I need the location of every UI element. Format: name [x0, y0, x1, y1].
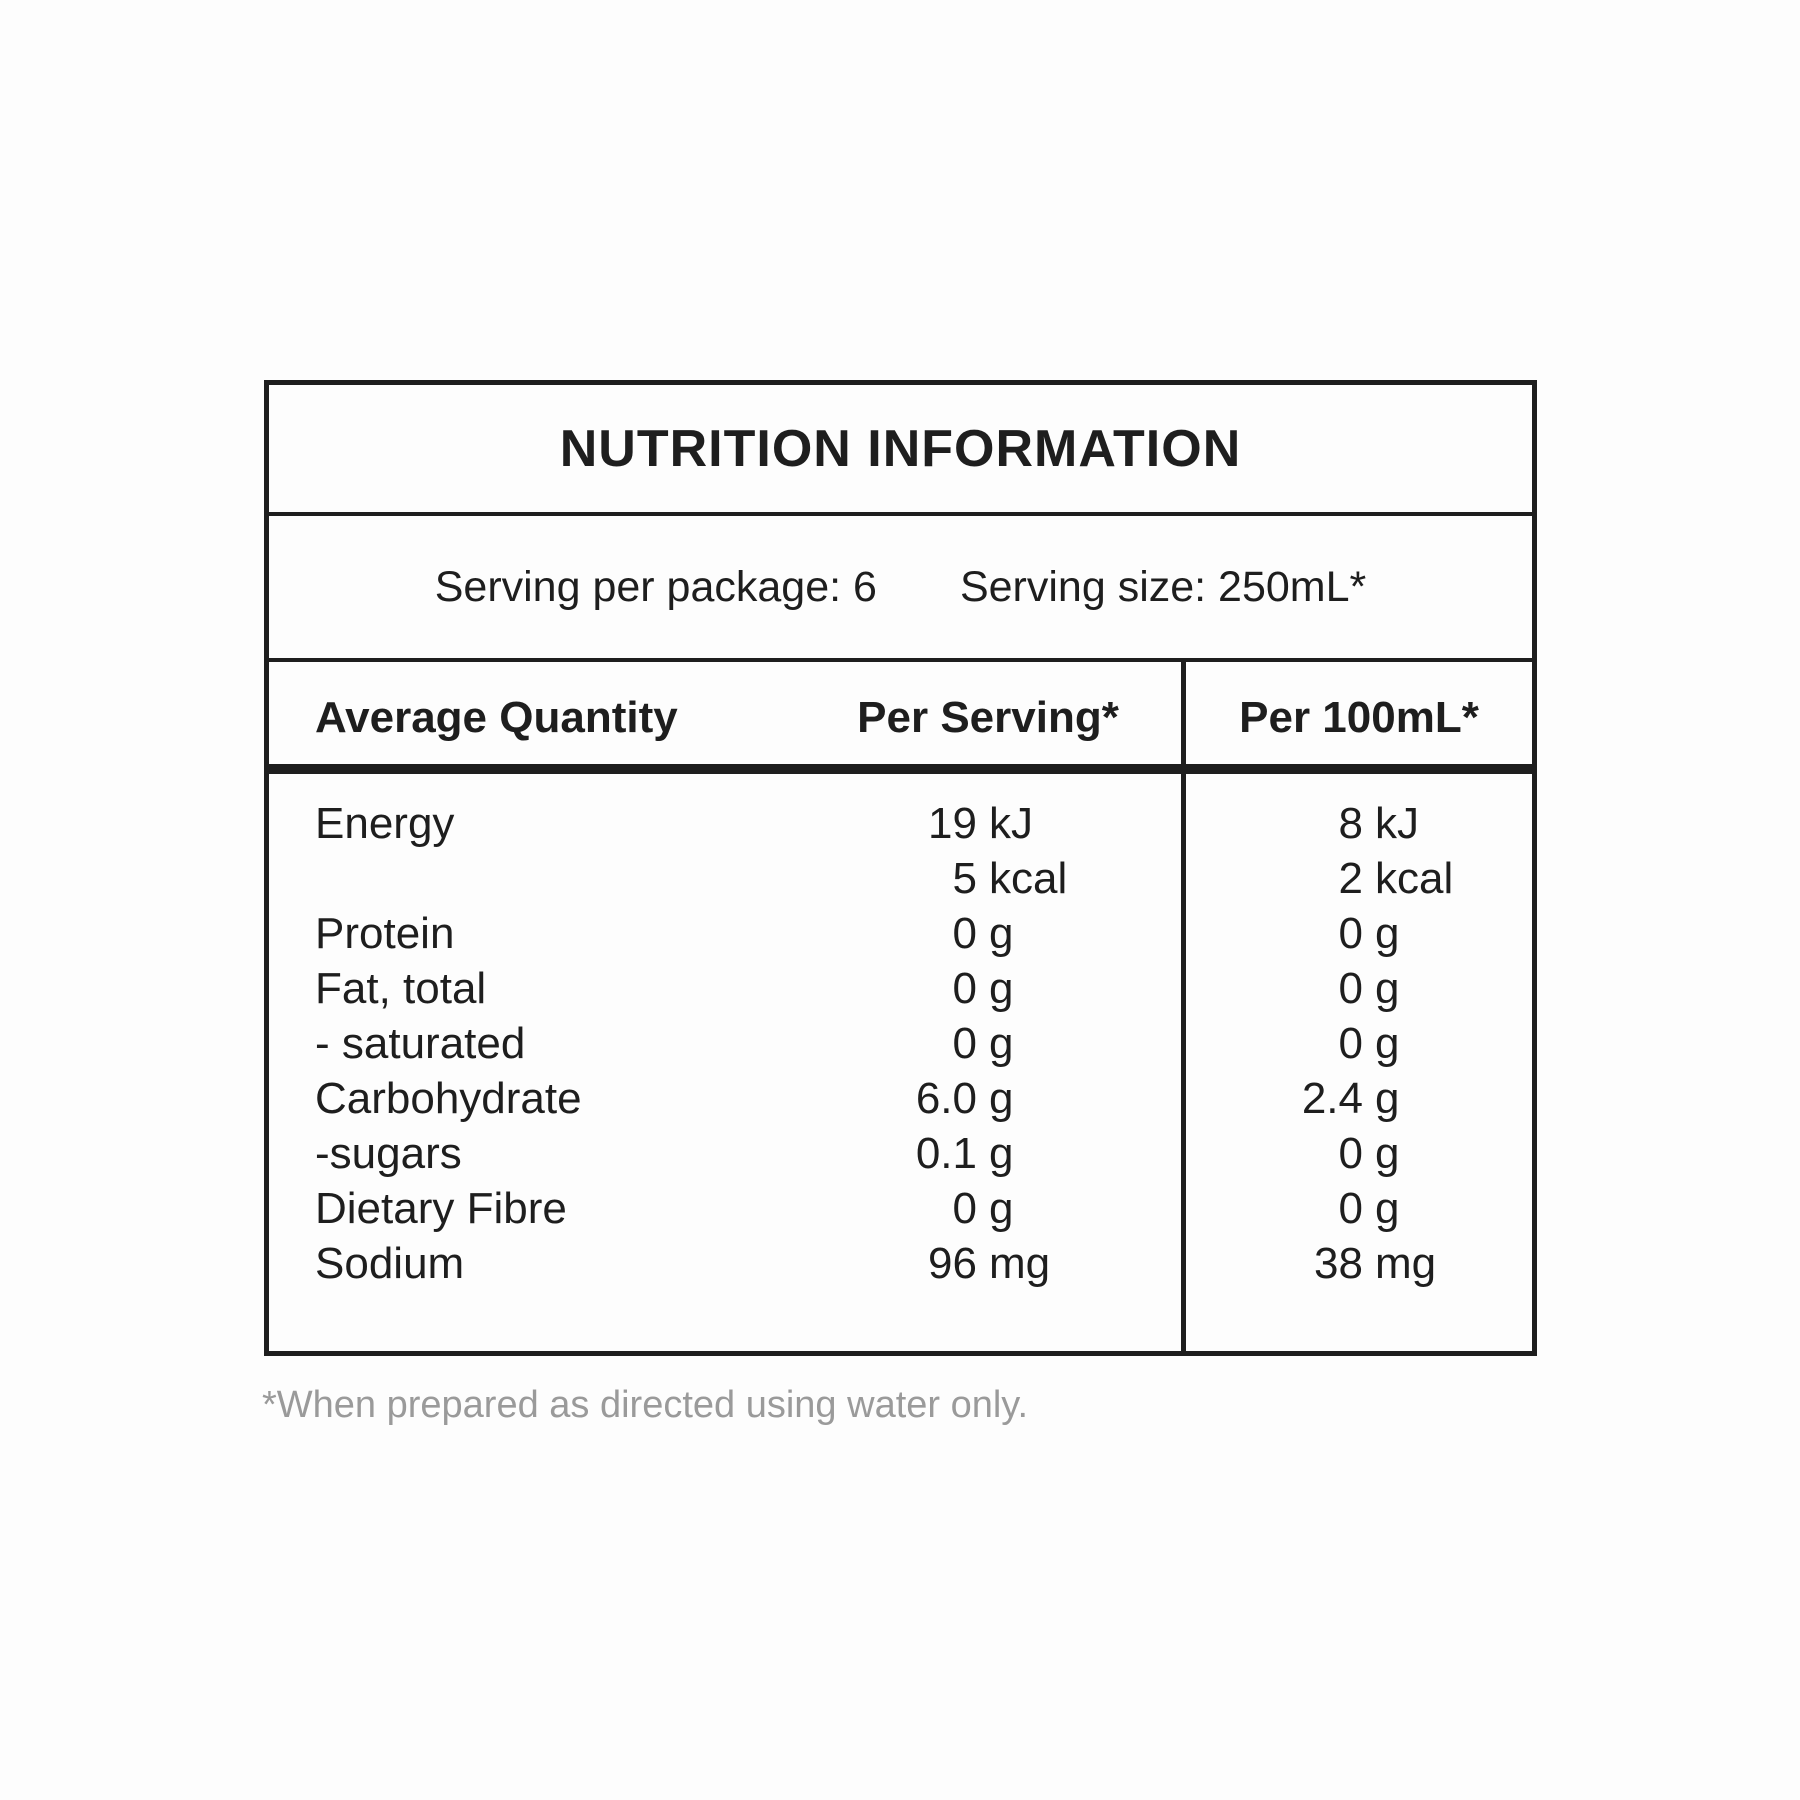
table-row: 2 kcal [1186, 851, 1532, 906]
per-serving-value: 5 kcal [952, 854, 1068, 903]
servings-per-package: Serving per package: 6 [434, 562, 877, 611]
per-100ml-value: 2.4 g [1301, 1074, 1400, 1123]
nutrient-label: Sodium [315, 1239, 465, 1288]
nutrient-label: -sugars [315, 1129, 462, 1178]
per-100ml-value: 38 mg [1314, 1239, 1437, 1288]
column-header-average-quantity: Average Quantity [315, 693, 678, 742]
header-left-cell: Average Quantity Per Serving* [269, 662, 1181, 764]
per-100ml-value: 2 kcal [1338, 854, 1454, 903]
table-row: Sodium 96 mg [269, 1236, 1181, 1291]
nutrient-label: Fat, total [315, 964, 487, 1013]
serving-size: Serving size: 250mL* [959, 562, 1367, 611]
nutrient-label: Carbohydrate [315, 1074, 582, 1123]
table-row: 8 kJ [1186, 796, 1532, 851]
per-serving-value: 0.1 g [915, 1129, 1014, 1178]
panel-title: NUTRITION INFORMATION [559, 419, 1242, 478]
per-serving-value: 6.0 g [915, 1074, 1014, 1123]
table-row: -sugars 0.1 g [269, 1126, 1181, 1181]
nutrient-label: Protein [315, 909, 455, 958]
nutrient-label: Energy [315, 799, 455, 848]
per-serving-value: 96 mg [928, 1239, 1051, 1288]
per-serving-value: 19 kJ [928, 799, 1033, 848]
table-row: 38 mg [1186, 1236, 1532, 1291]
nutrient-label: - saturated [315, 1019, 526, 1068]
per-100ml-value: 8 kJ [1338, 799, 1419, 848]
title-row: NUTRITION INFORMATION [269, 385, 1532, 516]
nutrition-panel: NUTRITION INFORMATION Serving per packag… [264, 380, 1537, 1356]
table-row: Energy 19 kJ [269, 796, 1181, 851]
nutrient-label: Dietary Fibre [315, 1184, 567, 1233]
column-header-per-100ml: Per 100mL* [1239, 693, 1479, 742]
column-header-per-serving: Per Serving* [857, 693, 1119, 742]
table-row: 2.4 g [1186, 1071, 1532, 1126]
preparation-footnote: *When prepared as directed using water o… [262, 1384, 1029, 1426]
header-right-cell: Per 100mL* [1181, 662, 1532, 764]
table-row: 5 kcal [269, 851, 1181, 906]
serving-info-row: Serving per package: 6 Serving size: 250… [269, 516, 1532, 662]
table-row: Carbohydrate 6.0 g [269, 1071, 1181, 1126]
column-header-row: Average Quantity Per Serving* Per 100mL* [269, 662, 1532, 774]
